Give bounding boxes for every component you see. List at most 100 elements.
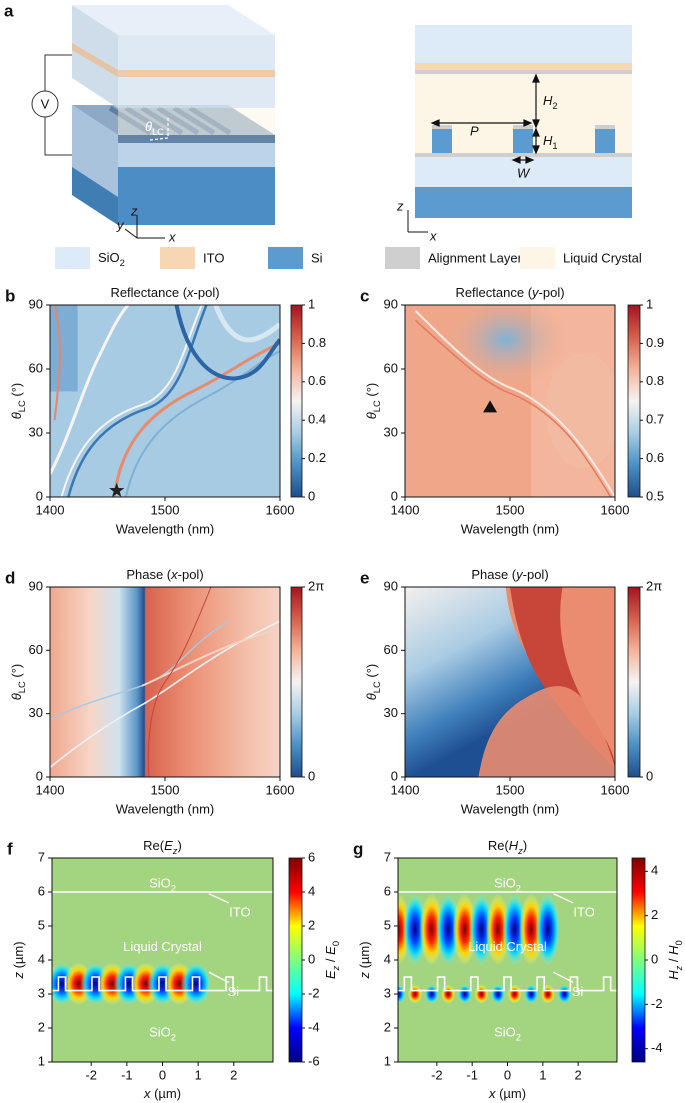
colorbar-tick-label: 0.9 xyxy=(646,335,664,350)
stack-front xyxy=(118,143,275,167)
x-tick-label: -2 xyxy=(431,1067,443,1082)
heatmap-texture xyxy=(416,320,611,497)
x-tick-label: -1 xyxy=(466,1067,478,1082)
y-tick-label: 0 xyxy=(391,488,398,503)
dimension-arrows xyxy=(430,73,540,164)
text-part: z xyxy=(674,965,684,971)
colorbar-tick-label: 0.8 xyxy=(646,373,664,388)
colorbar-tick-label: 1 xyxy=(646,296,653,311)
x-tick-label: -2 xyxy=(85,1067,97,1082)
colorbar-tick-label: 4 xyxy=(651,863,658,878)
heatmap-texture xyxy=(407,984,423,1004)
colorbar xyxy=(288,857,303,1063)
heatmap-texture xyxy=(490,984,506,1004)
colorbar-tick-label: 2 xyxy=(651,907,658,922)
text-part: -pol) xyxy=(523,567,549,582)
heatmap-texture xyxy=(142,629,280,686)
heatmap-texture xyxy=(507,984,522,1004)
text-part: LC xyxy=(372,681,382,693)
marker xyxy=(483,400,498,413)
text-part: θ xyxy=(145,119,152,134)
text-part: (µm) xyxy=(11,941,26,972)
y-tick-label: 4 xyxy=(38,951,45,966)
chart-title: Reflectance (y-pol) xyxy=(455,285,564,300)
text-part: SiO xyxy=(494,1025,516,1040)
heatmap-texture xyxy=(216,305,280,340)
text-part: 2 xyxy=(120,258,125,268)
colorbar-tick-label: 0 xyxy=(646,768,653,783)
y-tick-label: 30 xyxy=(29,424,43,439)
legend-label: SiO2 xyxy=(98,250,125,268)
y-tick-label: 4 xyxy=(384,951,391,966)
panel-label: d xyxy=(5,568,15,587)
colorbar-label: Hz / H0 xyxy=(666,940,684,980)
x-tick-label: 2 xyxy=(575,1067,582,1082)
text-part: y xyxy=(515,567,524,582)
legend-swatch xyxy=(520,247,555,269)
stack-front xyxy=(118,167,275,225)
text-part: Reflectance ( xyxy=(110,285,187,300)
y-tick-label: 0 xyxy=(36,768,43,783)
heatmap-texture xyxy=(50,305,280,497)
y-tick-label: 90 xyxy=(29,578,43,593)
x-axis-label: x (µm) xyxy=(488,1086,526,1101)
x-axis-label: Wavelength (nm) xyxy=(116,801,215,816)
text-part: y xyxy=(531,285,540,300)
axis-name: z xyxy=(396,198,404,213)
text-part: H xyxy=(543,133,553,148)
x-tick-label: 1600 xyxy=(601,782,630,797)
stack-front xyxy=(118,135,275,143)
text-part: LC xyxy=(152,127,164,137)
y-tick-label: 60 xyxy=(29,642,43,657)
colorbar-tick-label: 0.6 xyxy=(646,450,664,465)
colorbar-tick-label: 0.5 xyxy=(646,488,664,503)
x-axis-label: Wavelength (nm) xyxy=(461,521,560,536)
axes-3d xyxy=(124,215,165,239)
x-tick-label: 1400 xyxy=(36,502,65,517)
panel-label: f xyxy=(7,839,13,858)
heatmap-texture xyxy=(485,893,510,966)
x-axis-label: Wavelength (nm) xyxy=(461,801,560,816)
panel-label: c xyxy=(360,286,369,305)
heatmap-texture xyxy=(524,984,539,1004)
x-tick-label: 1500 xyxy=(496,782,525,797)
axis-name: x xyxy=(168,229,176,244)
y-tick-label: 7 xyxy=(384,849,391,864)
y-tick-label: 2 xyxy=(38,1019,45,1034)
heatmap-texture xyxy=(452,893,477,966)
colorbar-tick-label: 2π xyxy=(646,578,662,593)
text-part: Phase ( xyxy=(126,567,171,582)
text-part: (µm) xyxy=(150,1086,181,1101)
text-part: (µm) xyxy=(495,1086,526,1101)
annotation: SiO2 xyxy=(149,1025,176,1043)
heatmap-texture xyxy=(519,893,544,966)
colorbar-tick-label: -4 xyxy=(308,1019,320,1034)
colorbar-tick-label: 4 xyxy=(308,883,315,898)
heatmap-texture xyxy=(50,305,128,474)
annotation: SiO2 xyxy=(494,1025,521,1043)
y-tick-label: 0 xyxy=(36,488,43,503)
colorbar-tick-label: 2π xyxy=(308,578,324,593)
colorbar xyxy=(627,304,641,498)
heatmap-texture xyxy=(419,893,444,966)
text-part: H xyxy=(666,970,681,980)
heatmap-texture xyxy=(474,984,489,1004)
text-part: z xyxy=(357,972,372,980)
panel-label: e xyxy=(360,568,369,587)
text-part: z xyxy=(172,846,178,856)
heatmap-texture xyxy=(502,893,527,966)
text-part: LC xyxy=(372,400,382,412)
text-part: ) xyxy=(177,838,181,853)
heatmap xyxy=(398,858,617,1062)
text-part: θ xyxy=(364,693,379,700)
text-part: z xyxy=(517,846,523,856)
text-part: θ xyxy=(9,693,24,700)
legend-swatch xyxy=(385,247,420,269)
ito-layer xyxy=(72,43,118,77)
heatmap xyxy=(405,305,615,497)
heatmap-texture xyxy=(557,984,572,1004)
text-part: x xyxy=(488,1086,496,1101)
text-part: (°) xyxy=(9,383,24,400)
text-part: SiO xyxy=(149,1025,171,1040)
x-tick-label: 1400 xyxy=(391,782,420,797)
